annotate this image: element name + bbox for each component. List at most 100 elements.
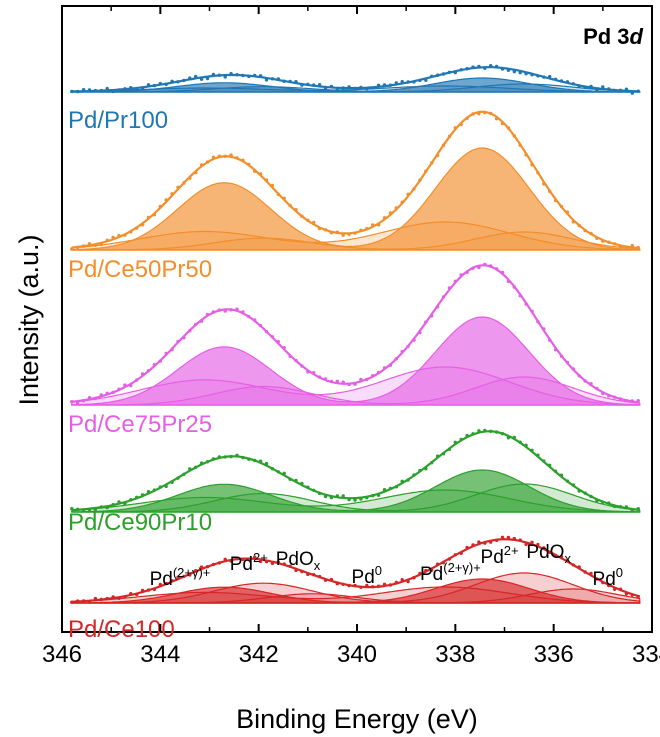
data-point [87, 88, 92, 92]
data-point [217, 308, 221, 312]
data-point [559, 354, 564, 358]
data-point [253, 169, 257, 173]
data-point [264, 329, 269, 334]
data-point [376, 223, 381, 227]
data-point [152, 488, 157, 492]
data-point [388, 583, 393, 587]
data-point [188, 329, 192, 333]
data-point [117, 596, 121, 600]
data-point [241, 73, 245, 78]
data-point [182, 78, 186, 83]
data-point [323, 228, 328, 232]
data-point [483, 110, 487, 115]
data-point [494, 117, 499, 121]
data-point [548, 189, 552, 194]
data-point [565, 210, 570, 214]
data-point [489, 264, 493, 268]
data-point [140, 223, 145, 227]
data-point [365, 583, 369, 588]
data-point [270, 467, 275, 471]
data-point [406, 579, 410, 584]
x-tick-label: 334 [632, 641, 660, 668]
data-point [548, 338, 552, 342]
data-point [459, 122, 463, 127]
data-point [170, 192, 174, 196]
data-point [188, 76, 192, 80]
data-point [371, 223, 375, 227]
data-point [512, 285, 516, 289]
data-point [394, 580, 398, 585]
data-point [524, 443, 528, 447]
data-point [182, 181, 186, 185]
data-point [129, 498, 133, 502]
data-point [459, 551, 463, 555]
data-point [123, 501, 127, 506]
data-point [459, 273, 463, 277]
data-point [353, 382, 357, 386]
data-point [553, 553, 558, 558]
envelope-curve [71, 430, 640, 512]
data-point [500, 535, 505, 539]
data-point [477, 429, 481, 433]
data-point [123, 383, 127, 387]
data-point [365, 227, 369, 231]
data-point [530, 309, 534, 313]
data-point [371, 585, 375, 589]
data-point [500, 432, 505, 436]
data-point [146, 215, 151, 220]
data-point [441, 561, 446, 565]
data-point [465, 116, 469, 121]
data-point [294, 358, 298, 363]
data-point [589, 571, 593, 576]
data-point [223, 75, 227, 79]
data-point [453, 553, 457, 557]
series-labels: Pd/Pr100 Pd/Ce50Pr50 Pd/Ce75Pr25 Pd/Ce90Pr1… [68, 107, 212, 643]
data-point [164, 581, 168, 586]
data-point [164, 351, 168, 356]
data-point [607, 87, 611, 91]
data-point [229, 308, 233, 312]
data-point [447, 134, 452, 139]
data-point [418, 78, 422, 83]
data-point [170, 480, 174, 484]
data-point [589, 494, 593, 499]
data-point [571, 82, 575, 86]
x-tick-label: 342 [239, 641, 279, 668]
data-point [129, 592, 133, 596]
data-point [577, 84, 581, 88]
peak-label: PdOx [526, 542, 571, 566]
data-point [406, 192, 410, 196]
data-point [93, 88, 98, 93]
data-point [548, 74, 552, 79]
data-point [158, 582, 162, 587]
data-point [146, 83, 151, 87]
data-point [577, 565, 581, 569]
data-point [524, 542, 528, 547]
data-point [624, 399, 629, 403]
data-point [205, 460, 210, 464]
series-label: Pd/Pr100 [68, 107, 168, 134]
data-point [359, 85, 363, 90]
data-point [518, 70, 522, 75]
data-point [194, 465, 198, 469]
data-point [323, 87, 328, 91]
data-point [335, 379, 339, 383]
data-point [595, 88, 599, 92]
data-point [152, 587, 157, 592]
data-point [453, 279, 457, 283]
data-point [376, 370, 381, 375]
data-point [81, 244, 86, 248]
data-point [282, 346, 286, 350]
data-point [176, 476, 180, 480]
data-point [500, 121, 505, 126]
data-point [229, 454, 233, 459]
data-point [276, 77, 280, 81]
data-point [140, 493, 145, 497]
data-point [129, 230, 133, 234]
data-point [288, 564, 292, 568]
data-point [70, 400, 74, 404]
component-peak [71, 578, 641, 604]
data-point [559, 473, 564, 477]
data-point [253, 73, 257, 78]
